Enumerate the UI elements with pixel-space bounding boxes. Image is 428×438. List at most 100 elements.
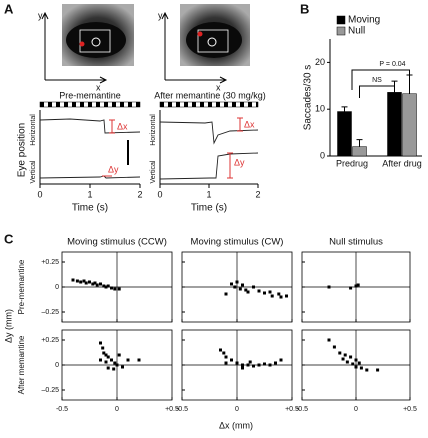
point	[241, 283, 244, 287]
point	[257, 289, 261, 293]
point	[230, 282, 233, 286]
point	[248, 360, 252, 364]
x-tick-label: 2	[255, 189, 260, 199]
x-tick-label: Predrug	[336, 158, 368, 168]
x-tick-label: +0.5	[165, 406, 179, 413]
image-axes	[41, 11, 228, 84]
point	[102, 284, 106, 288]
trace-label: Vertical	[30, 160, 37, 183]
point	[91, 282, 95, 286]
point	[106, 284, 110, 288]
point	[222, 351, 226, 355]
point	[332, 345, 336, 349]
axis-label: Time (s)	[72, 203, 108, 214]
point	[277, 292, 281, 296]
point	[95, 283, 99, 287]
trace-title: Pre-memantine	[59, 90, 121, 100]
x-tick-label: +0.5	[285, 406, 299, 413]
row-label: After memantine	[17, 335, 26, 394]
point	[102, 351, 106, 355]
point	[115, 363, 119, 367]
x-tick-label: After drug	[382, 158, 422, 168]
image-axis-label: x	[216, 82, 221, 92]
point	[117, 353, 121, 357]
y-tick-label: 0	[320, 150, 325, 160]
x-tick-label: 0	[235, 406, 239, 413]
bar	[337, 111, 352, 157]
x-tick-label: 2	[137, 189, 142, 199]
panel-label: B	[300, 1, 309, 16]
point	[101, 346, 105, 350]
point	[82, 279, 86, 283]
column-title: Moving stimulus (CW)	[191, 237, 284, 248]
stimulus-bar	[39, 101, 141, 108]
point	[345, 360, 349, 364]
bar	[352, 146, 367, 157]
point	[354, 284, 358, 288]
x-tick-label: -0.5	[296, 406, 308, 413]
point	[99, 358, 102, 362]
delta-label: Δy	[108, 164, 119, 174]
point	[244, 288, 248, 292]
point	[233, 285, 237, 289]
bar	[387, 92, 402, 157]
axis-label: Time (s)	[191, 203, 227, 214]
point	[279, 295, 283, 299]
legend-label: Moving	[348, 15, 380, 26]
bracket	[351, 69, 410, 90]
eye-image	[180, 4, 250, 66]
error-bar	[356, 139, 363, 147]
x-tick-label: 0	[115, 406, 119, 413]
point	[99, 282, 102, 286]
y-tick-label: 20	[315, 57, 325, 67]
point	[270, 294, 274, 298]
point	[268, 363, 272, 367]
bracket	[359, 85, 395, 98]
column-title: Moving stimulus (CCW)	[67, 237, 167, 248]
legend-swatch	[336, 26, 346, 36]
point	[235, 280, 239, 284]
point	[117, 287, 121, 291]
bar	[402, 93, 417, 157]
point	[357, 361, 361, 365]
x-tick-label: 1	[206, 189, 211, 199]
point	[263, 362, 266, 366]
y-tick-label: +0.25	[41, 259, 59, 266]
point	[341, 357, 345, 361]
point	[126, 358, 130, 362]
y-tick-label: 10	[315, 104, 325, 114]
point	[99, 341, 102, 345]
point	[343, 353, 347, 357]
point	[376, 368, 380, 372]
point	[104, 353, 108, 357]
y-tick-label: +0.25	[41, 337, 59, 344]
trace-label: Horizontal	[150, 114, 157, 146]
x-tick-label: +0.5	[403, 406, 417, 413]
point	[246, 290, 250, 294]
x-tick-label: -0.5	[56, 406, 68, 413]
image-axis-label: y	[38, 10, 43, 20]
point	[104, 360, 108, 364]
delta-label: Δx	[244, 119, 255, 129]
point	[365, 368, 369, 372]
point	[359, 366, 363, 370]
point	[354, 365, 358, 369]
point	[137, 358, 141, 362]
point	[224, 355, 228, 359]
column-title: Null stimulus	[329, 237, 383, 248]
stimulus-bar	[159, 101, 259, 108]
row-label: Pre-memantine	[17, 259, 26, 314]
axis-label: Δx (mm)	[219, 420, 253, 430]
point	[246, 363, 250, 367]
point	[274, 361, 277, 365]
panel-label: C	[4, 231, 14, 246]
y-tick-label: –0.25	[41, 309, 59, 316]
x-tick-label: -0.5	[176, 406, 188, 413]
error-bar	[341, 106, 348, 112]
axis-label: Saccades/30 s	[303, 65, 314, 131]
x-tick-label: 0	[157, 189, 162, 199]
point	[241, 363, 244, 367]
point	[121, 365, 124, 369]
y-tick-label: 0	[55, 284, 59, 291]
point	[112, 367, 116, 371]
